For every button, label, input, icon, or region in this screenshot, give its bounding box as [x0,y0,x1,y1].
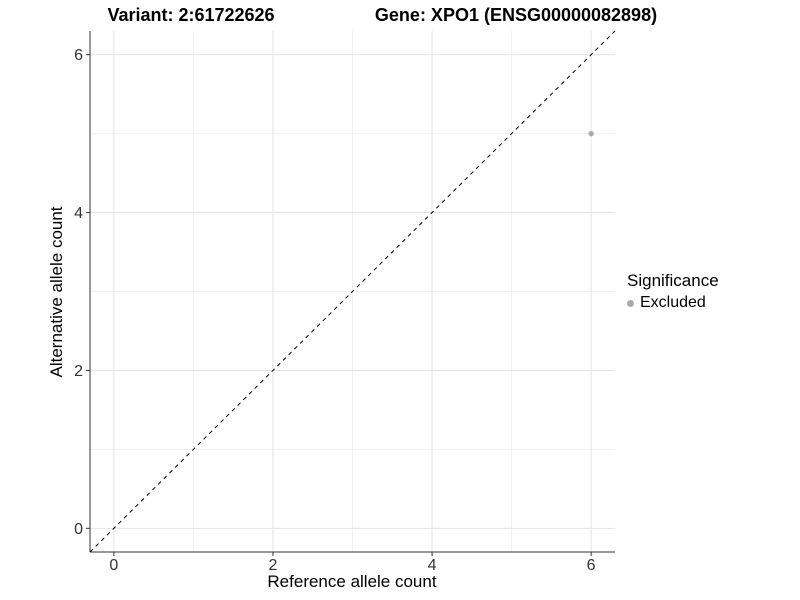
x-tick-label: 4 [428,557,437,574]
x-tick-label: 0 [109,557,118,574]
identity-dashed-line [89,30,616,553]
y-tick-label: 6 [74,47,83,64]
legend-title: Significance [627,271,719,290]
x-tick-label: 6 [587,557,596,574]
x-axis-title: Reference allele count [267,572,436,591]
legend-item-excluded: Excluded [627,294,719,312]
legend-item-label: Excluded [640,294,706,311]
y-tick-label: 0 [74,521,83,538]
y-tick-label: 4 [74,205,83,222]
data-layer [89,30,616,553]
legend: Significance Excluded [627,271,719,312]
x-tick-label: 2 [269,557,278,574]
axis-layer: 0 2 4 6 0 2 4 6 [74,31,615,574]
plot-title-gene: Gene: XPO1 (ENSG00000082898) [375,5,657,25]
data-point [588,130,594,137]
y-tick-label: 2 [74,363,83,380]
y-axis-title: Alternative allele count [47,206,66,377]
plot-title-variant: Variant: 2:61722626 [107,5,274,25]
legend-point-icon [627,299,634,307]
